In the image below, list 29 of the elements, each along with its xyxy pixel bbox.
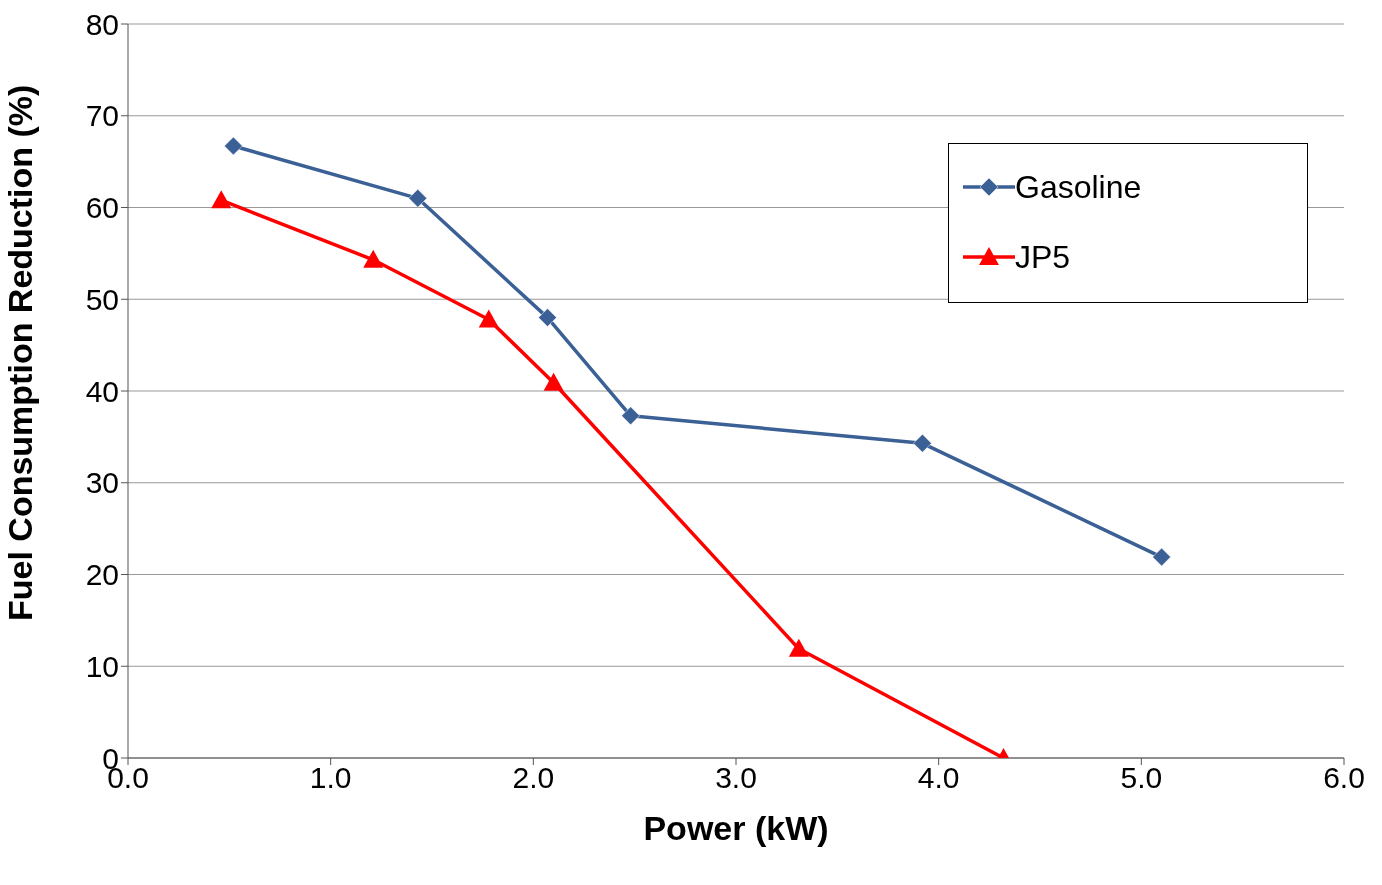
point	[788, 638, 809, 657]
y-tick-label: 40	[85, 374, 119, 408]
point	[408, 189, 428, 208]
point	[621, 406, 640, 426]
legend-label: JP5	[1015, 238, 1071, 276]
y-axis-title: Fuel Consumption Reduction (%)	[1, 84, 40, 621]
y-tick-label: 30	[85, 466, 119, 500]
y-tick-label: 50	[85, 282, 119, 316]
point	[478, 309, 499, 328]
point	[363, 249, 384, 268]
y-tick-label: 80	[85, 7, 119, 41]
point	[543, 372, 564, 391]
point	[913, 434, 932, 453]
point	[538, 308, 557, 327]
point	[211, 190, 232, 209]
y-tick-label: 20	[85, 558, 119, 592]
point	[1152, 547, 1171, 567]
x-tick-label: 2.0	[512, 761, 555, 795]
x-tick-label: 4.0	[917, 761, 960, 795]
x-tick-label: 1.0	[309, 761, 352, 795]
point	[224, 136, 243, 156]
x-tick-label: 6.0	[1323, 761, 1365, 795]
x-tick-label: 3.0	[715, 761, 757, 795]
y-tick-label: 10	[85, 649, 119, 683]
y-tick-label: 70	[85, 99, 119, 133]
legend-label: Gasoline	[1015, 168, 1142, 206]
y-tick-label: 60	[85, 191, 119, 225]
x-axis-title: Power (kW)	[643, 809, 829, 847]
x-tick-label: 5.0	[1120, 761, 1163, 795]
